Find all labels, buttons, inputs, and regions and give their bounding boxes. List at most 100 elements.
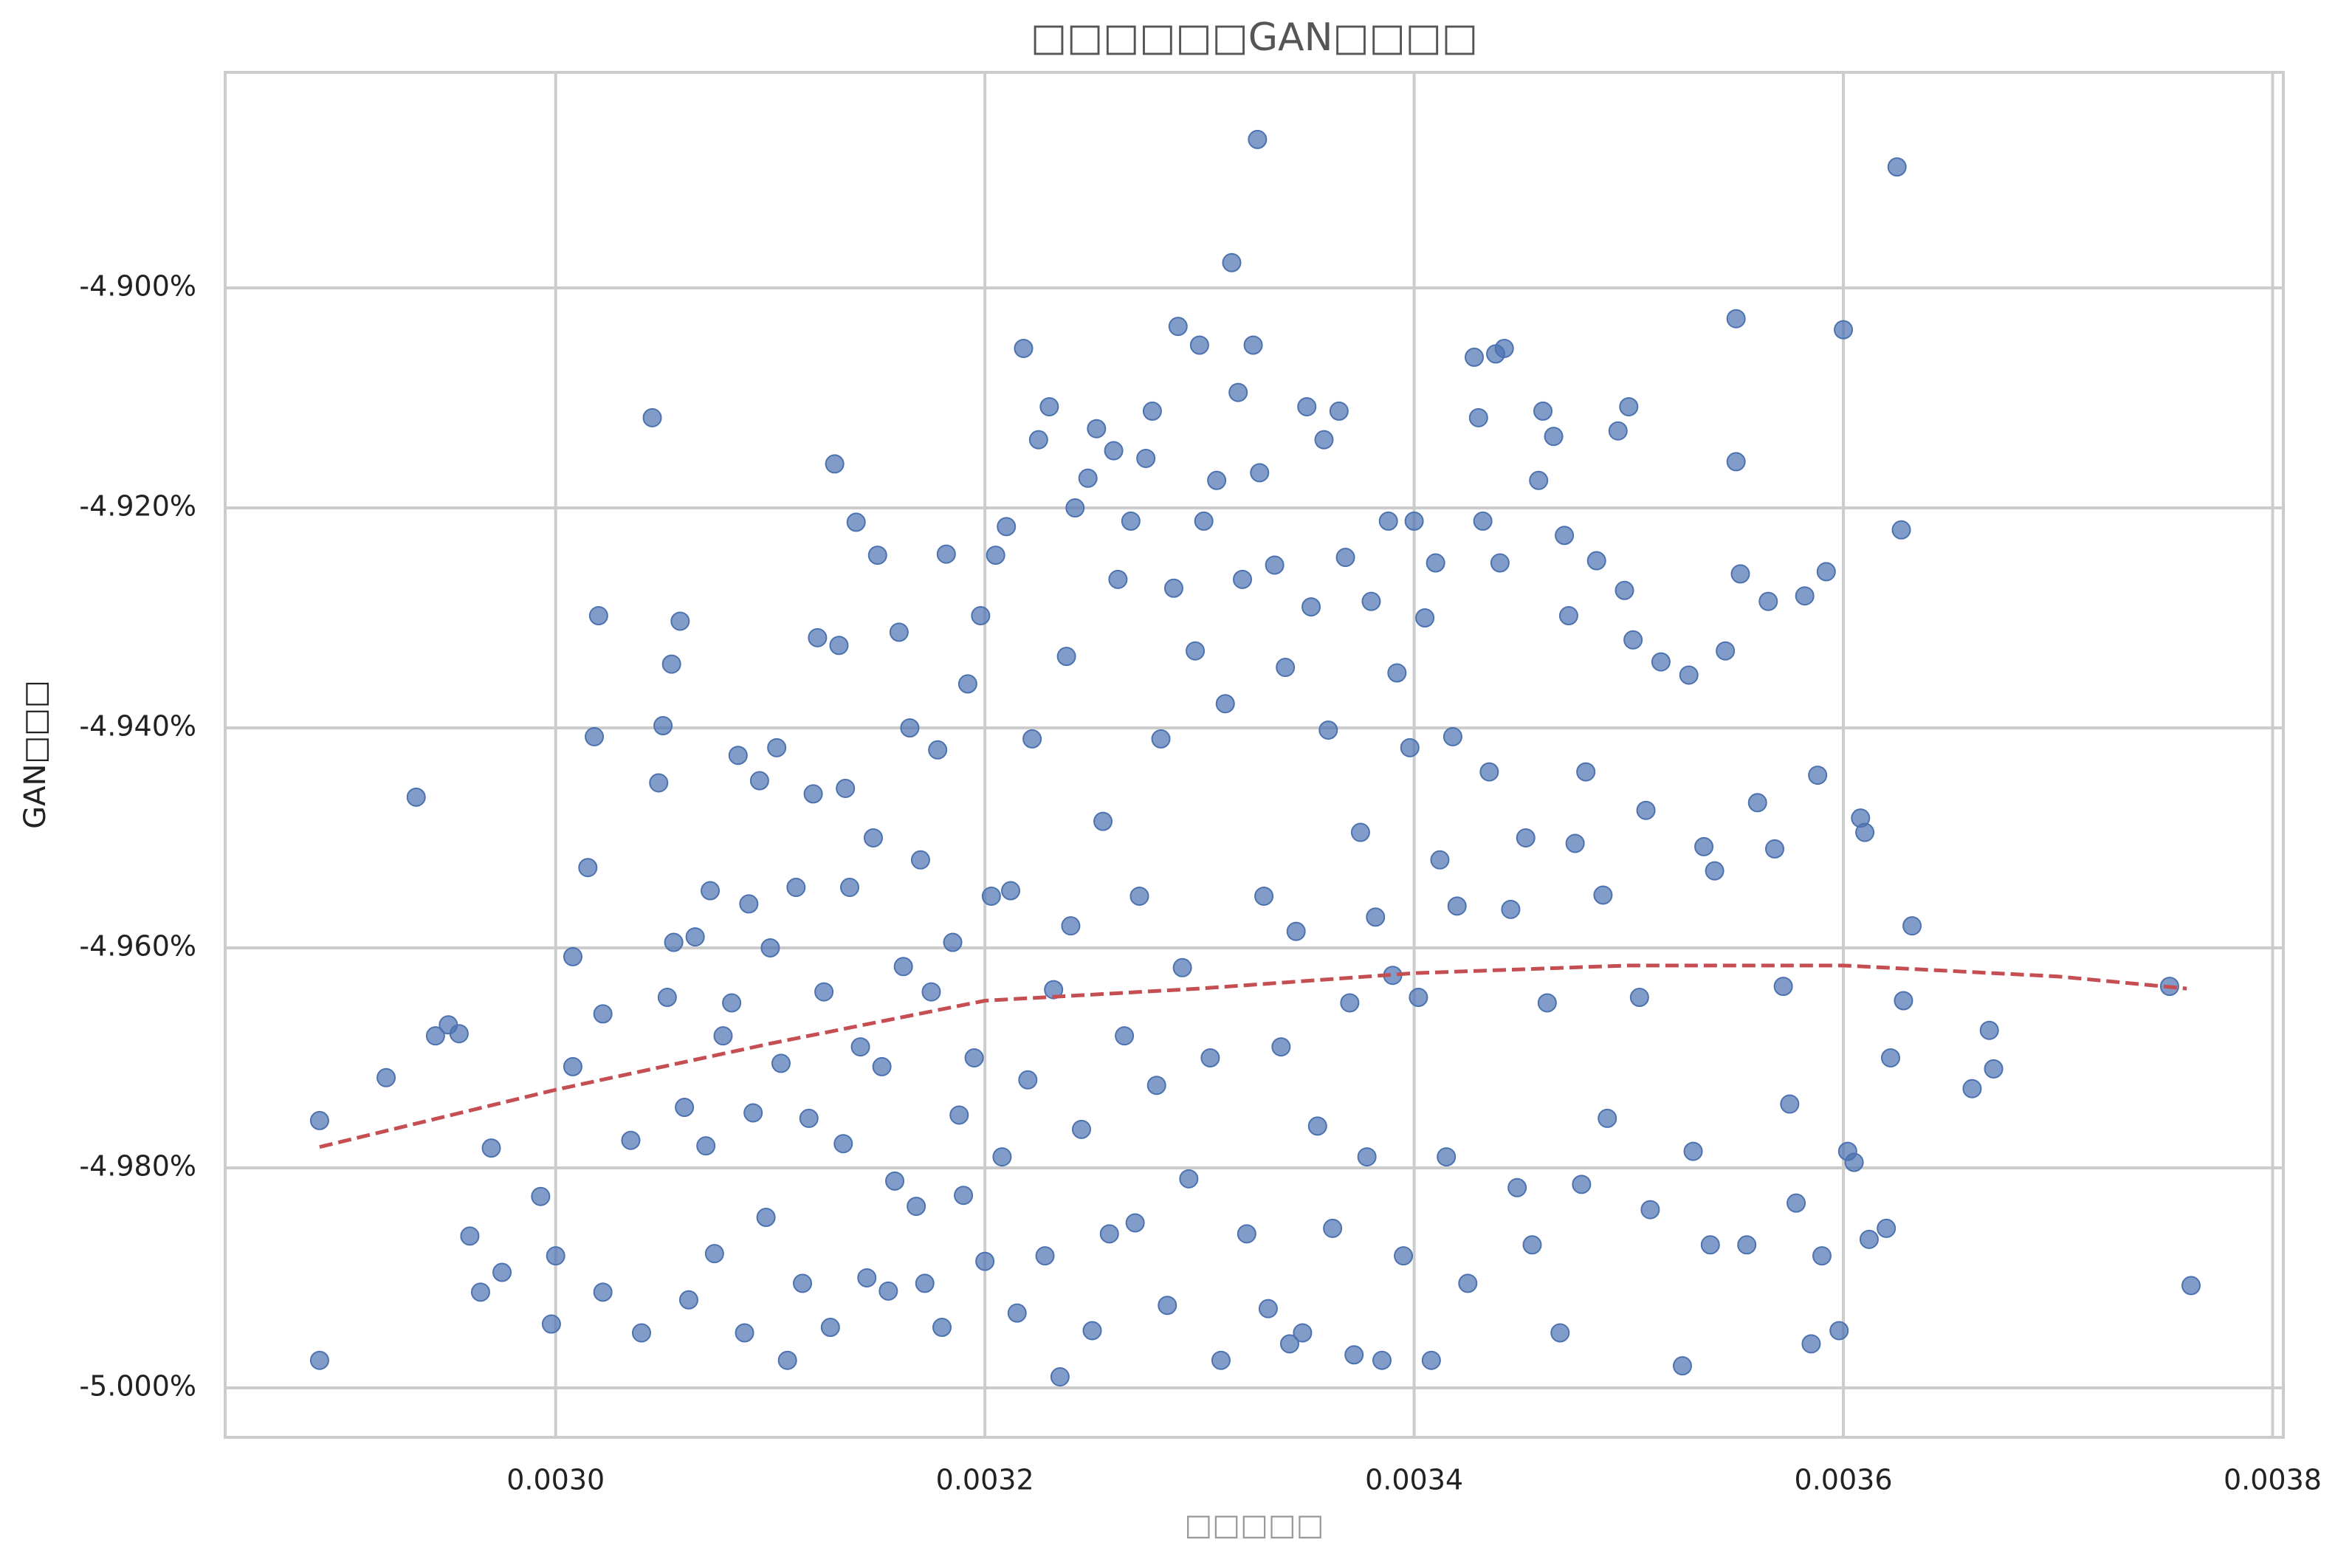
scatter-point [1189,335,1209,355]
scatter-point [481,1138,501,1158]
scatter-point [1222,252,1242,272]
scatter-point [425,1026,445,1046]
scatter-point [1891,520,1911,540]
scatter-point [1061,916,1081,936]
scatter-point [1894,991,1913,1011]
scatter-point [1586,551,1606,571]
scatter-point [631,1323,651,1343]
scatter-point [1378,511,1398,531]
scatter-point [1361,591,1381,611]
scatter-point [1984,1059,2004,1079]
scatter-point [735,1323,754,1343]
scatter-point [1018,1070,1038,1090]
scatter-point [1593,885,1613,905]
scatter-point [915,1273,935,1293]
scatter-point [1158,1296,1177,1316]
scatter-point [986,546,1005,565]
y-tick-label: -4.920% [79,490,196,523]
scatter-point [1555,526,1575,546]
scatter-point [2181,1276,2201,1296]
scatter-point [653,716,673,736]
scatter-point [1168,317,1188,337]
scatter-point [1172,957,1192,977]
scatter-point [964,1048,984,1067]
scatter-point [910,850,930,870]
scatter-point [449,1024,469,1044]
scatter-point [1855,822,1875,842]
scatter-point [878,1281,898,1301]
scatter-point [1464,347,1484,367]
scatter-point [943,932,963,952]
scatter-point [1323,1218,1343,1238]
scatter-point [793,1273,813,1293]
scatter-point [893,957,913,977]
scatter-point [376,1067,396,1087]
scatter-point [756,1208,776,1228]
scatter-point [1276,658,1296,678]
scatter-point [1056,647,1076,667]
scatter-point [1035,1246,1055,1266]
marks [309,129,2201,1387]
scatter-point [1812,1246,1832,1266]
scatter-point [739,894,759,914]
scatter-point [1271,1037,1291,1057]
scatter-point [1340,993,1360,1013]
scatter-point [1507,1177,1527,1197]
scatter-point [1022,729,1042,749]
scatter-point [1430,850,1450,870]
scatter-point [954,1186,974,1206]
scatter-point [1808,766,1828,785]
scatter-point [907,1197,926,1217]
scatter-point [921,982,941,1002]
scatter-point [1228,382,1248,402]
scatter-point [1108,569,1128,589]
scatter-point [1705,861,1725,881]
scatter-point [820,1318,840,1338]
scatter-point [1773,977,1793,997]
x-tick-label: 0.0036 [1795,1464,1893,1496]
scatter-point [1335,548,1355,568]
scatter-point [1243,335,1263,355]
scatter-point [1437,1147,1457,1167]
scatter-point [885,1171,905,1191]
scatter-point [1254,886,1274,906]
scatter-point [1071,1119,1091,1139]
scatter-point [1501,899,1521,919]
scatter-point [808,627,828,647]
scatter-point [1233,569,1253,589]
scatter-point [713,1026,733,1046]
scatter-point [1877,1218,1897,1238]
scatter-point [1473,511,1493,531]
scatter-point [1962,1079,1982,1098]
scatter-point [1716,641,1736,661]
scatter-point [1598,1108,1617,1128]
scatter-point [1400,737,1420,757]
scatter-point [936,544,956,564]
scatter-point [1880,1048,1900,1067]
scatter-point [675,1098,695,1118]
y-tick-label: -4.900% [79,270,196,303]
scatter-point [1979,1020,1999,1040]
scatter-point [839,878,859,898]
scatter-point [1651,652,1671,672]
x-axis-label: □□□□□ [1185,1508,1324,1542]
scatter-point [563,946,582,966]
scatter-point [1265,555,1285,575]
scatter-point [760,938,780,957]
scatter-point [1859,1229,1879,1249]
y-axis-label: GAN□□□ [18,680,52,829]
scatter-point [1443,726,1462,746]
scatter-point [1394,1246,1414,1266]
scatter-point [1215,694,1235,714]
scatter-point [588,606,608,626]
scatter-point [1572,1175,1592,1194]
scatter-point [1001,881,1021,901]
scatter-point [1293,1323,1313,1343]
scatter-point [1050,1367,1070,1387]
scatter-point [1207,470,1227,490]
scatter-point [593,1282,613,1302]
scatter-point [1014,338,1034,358]
scatter-point [1801,1334,1821,1354]
